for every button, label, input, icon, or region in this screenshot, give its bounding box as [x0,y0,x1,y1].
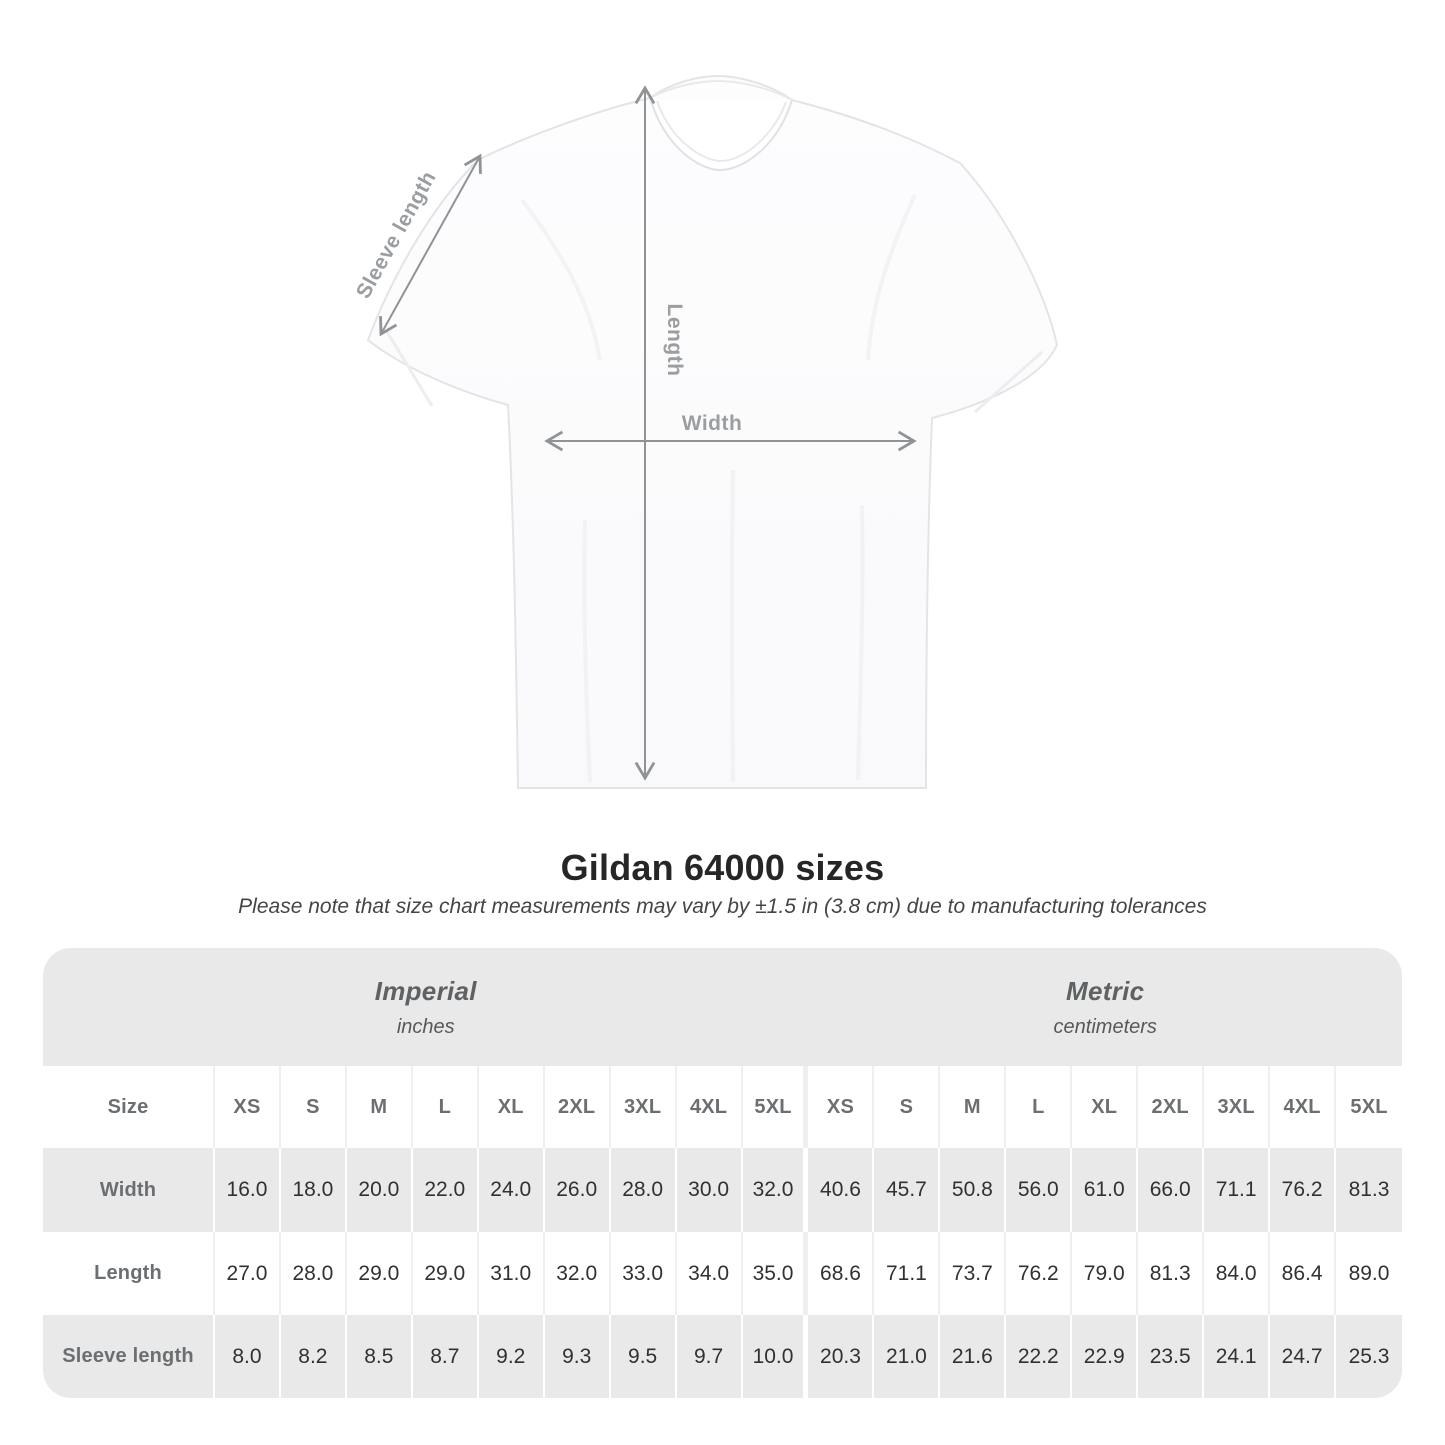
table-cell: 79.0 [1072,1232,1139,1315]
table-cell: 76.2 [1270,1148,1337,1232]
table-cell: 8.2 [280,1315,347,1398]
size-column-header: 5XL [742,1066,809,1148]
table-cell: 22.2 [1006,1315,1073,1398]
table-cell: 25.3 [1336,1315,1402,1398]
table-cell: 24.1 [1204,1315,1271,1398]
table-cell: 22.9 [1072,1315,1139,1398]
size-column-header: XS [215,1066,281,1148]
length-label: Length [663,304,686,377]
table-cell: 16.0 [215,1148,281,1232]
metric-unit: centimeters [1053,1015,1157,1038]
table-cell: 73.7 [940,1232,1007,1315]
size-column-header: XS [808,1066,875,1148]
table-cell: 45.7 [874,1148,941,1232]
table-cell: 10.0 [742,1315,809,1398]
table-cell: 8.5 [346,1315,413,1398]
table-cell: 56.0 [1006,1148,1073,1232]
size-column-header: XL [1072,1066,1139,1148]
size-column-header: M [940,1066,1007,1148]
size-header-cell: Size [43,1066,215,1148]
imperial-header: Imperial inches [43,948,809,1066]
table-cell: 8.0 [215,1315,281,1398]
metric-header: Metric centimeters [808,948,1402,1066]
table-cell: 28.0 [280,1232,347,1315]
table-cell: 8.7 [412,1315,479,1398]
table-cell: 61.0 [1072,1148,1139,1232]
size-column-header: L [412,1066,479,1148]
table-cell: 30.0 [676,1148,743,1232]
row-label-cell: Width [43,1148,215,1232]
table-cell: 20.3 [808,1315,875,1398]
table-cell: 86.4 [1270,1232,1337,1315]
table-cell: 50.8 [940,1148,1007,1232]
table-cell: 68.6 [808,1232,875,1315]
size-column-header: S [874,1066,941,1148]
size-column-header: 3XL [610,1066,677,1148]
table-cell: 84.0 [1204,1232,1271,1315]
metric-title: Metric [1066,975,1145,1006]
size-chart-table: Imperial inches Metric centimeters Size X… [43,948,1402,1398]
size-column-header: M [346,1066,413,1148]
table-cell: 24.7 [1270,1315,1337,1398]
size-column-header: 3XL [1204,1066,1271,1148]
table-cell: 21.6 [940,1315,1007,1398]
table-cell: 29.0 [412,1232,479,1315]
table-cell: 71.1 [874,1232,941,1315]
size-column-header: 4XL [676,1066,743,1148]
table-cell: 21.0 [874,1315,941,1398]
table-cell: 27.0 [215,1232,281,1315]
table-cell: 9.2 [478,1315,545,1398]
tolerance-note: Please note that size chart measurements… [238,895,1207,918]
size-column-header: XL [478,1066,545,1148]
table-cell: 9.3 [544,1315,611,1398]
table-cell: 35.0 [742,1232,809,1315]
table-cell: 9.5 [610,1315,677,1398]
table-cell: 9.7 [676,1315,743,1398]
size-column-header: 2XL [544,1066,611,1148]
size-column-header: 2XL [1138,1066,1205,1148]
row-label-cell: Length [43,1232,215,1315]
table-cell: 18.0 [280,1148,347,1232]
size-column-header: 4XL [1270,1066,1337,1148]
table-cell: 33.0 [610,1232,677,1315]
tshirt-diagram: Width Length Sleeve length [352,75,1058,789]
table-cell: 34.0 [676,1232,743,1315]
table-cell: 23.5 [1138,1315,1205,1398]
table-cell: 76.2 [1006,1232,1073,1315]
table-cell: 29.0 [346,1232,413,1315]
table-cell: 24.0 [478,1148,545,1232]
table-cell: 71.1 [1204,1148,1271,1232]
page-title: Gildan 64000 sizes [560,847,885,888]
size-column-header: L [1006,1066,1073,1148]
table-cell: 81.3 [1138,1232,1205,1315]
table-cell: 89.0 [1336,1232,1402,1315]
width-label: Width [682,412,743,435]
imperial-title: Imperial [374,975,477,1006]
imperial-unit: inches [396,1015,455,1038]
table-cell: 22.0 [412,1148,479,1232]
size-column-header: 5XL [1336,1066,1402,1148]
table-cell: 32.0 [742,1148,809,1232]
table-cell: 31.0 [478,1232,545,1315]
table-cell: 20.0 [346,1148,413,1232]
table-cell: 28.0 [610,1148,677,1232]
size-column-header: S [280,1066,347,1148]
table-cell: 66.0 [1138,1148,1205,1232]
table-cell: 32.0 [544,1232,611,1315]
sleeve-length-arrow [379,153,482,337]
table-cell: 26.0 [544,1148,611,1232]
table-cell: 40.6 [808,1148,875,1232]
row-label-cell: Sleeve length [43,1315,215,1398]
table-cell: 81.3 [1336,1148,1402,1232]
